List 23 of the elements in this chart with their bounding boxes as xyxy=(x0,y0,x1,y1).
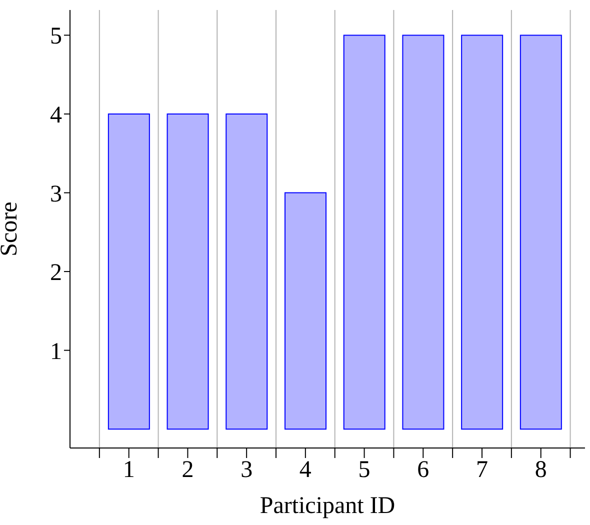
x-axis-title: Participant ID xyxy=(260,493,396,519)
y-tick-label: 3 xyxy=(50,181,62,208)
bar xyxy=(284,192,326,430)
x-tick-label: 7 xyxy=(476,457,488,484)
y-tick-label: 5 xyxy=(50,24,62,50)
bar xyxy=(461,34,504,430)
y-axis-title: Score xyxy=(0,202,23,256)
y-tick-label: 1 xyxy=(50,338,62,365)
bar xyxy=(520,34,562,430)
bar xyxy=(343,34,386,430)
y-tick-label: 4 xyxy=(50,102,62,129)
x-tick-label: 5 xyxy=(358,457,370,484)
y-tick-label: 2 xyxy=(50,260,62,286)
x-tick-label: 6 xyxy=(417,457,430,484)
x-tick-label: 1 xyxy=(122,457,135,484)
x-tick-label: 4 xyxy=(299,457,312,484)
bar xyxy=(402,34,444,430)
x-tick-label: 3 xyxy=(240,457,253,484)
x-tick-label: 2 xyxy=(182,457,194,484)
x-tick-label: 8 xyxy=(534,457,547,484)
bar xyxy=(226,113,268,430)
bar xyxy=(166,113,209,430)
bar xyxy=(108,113,150,430)
